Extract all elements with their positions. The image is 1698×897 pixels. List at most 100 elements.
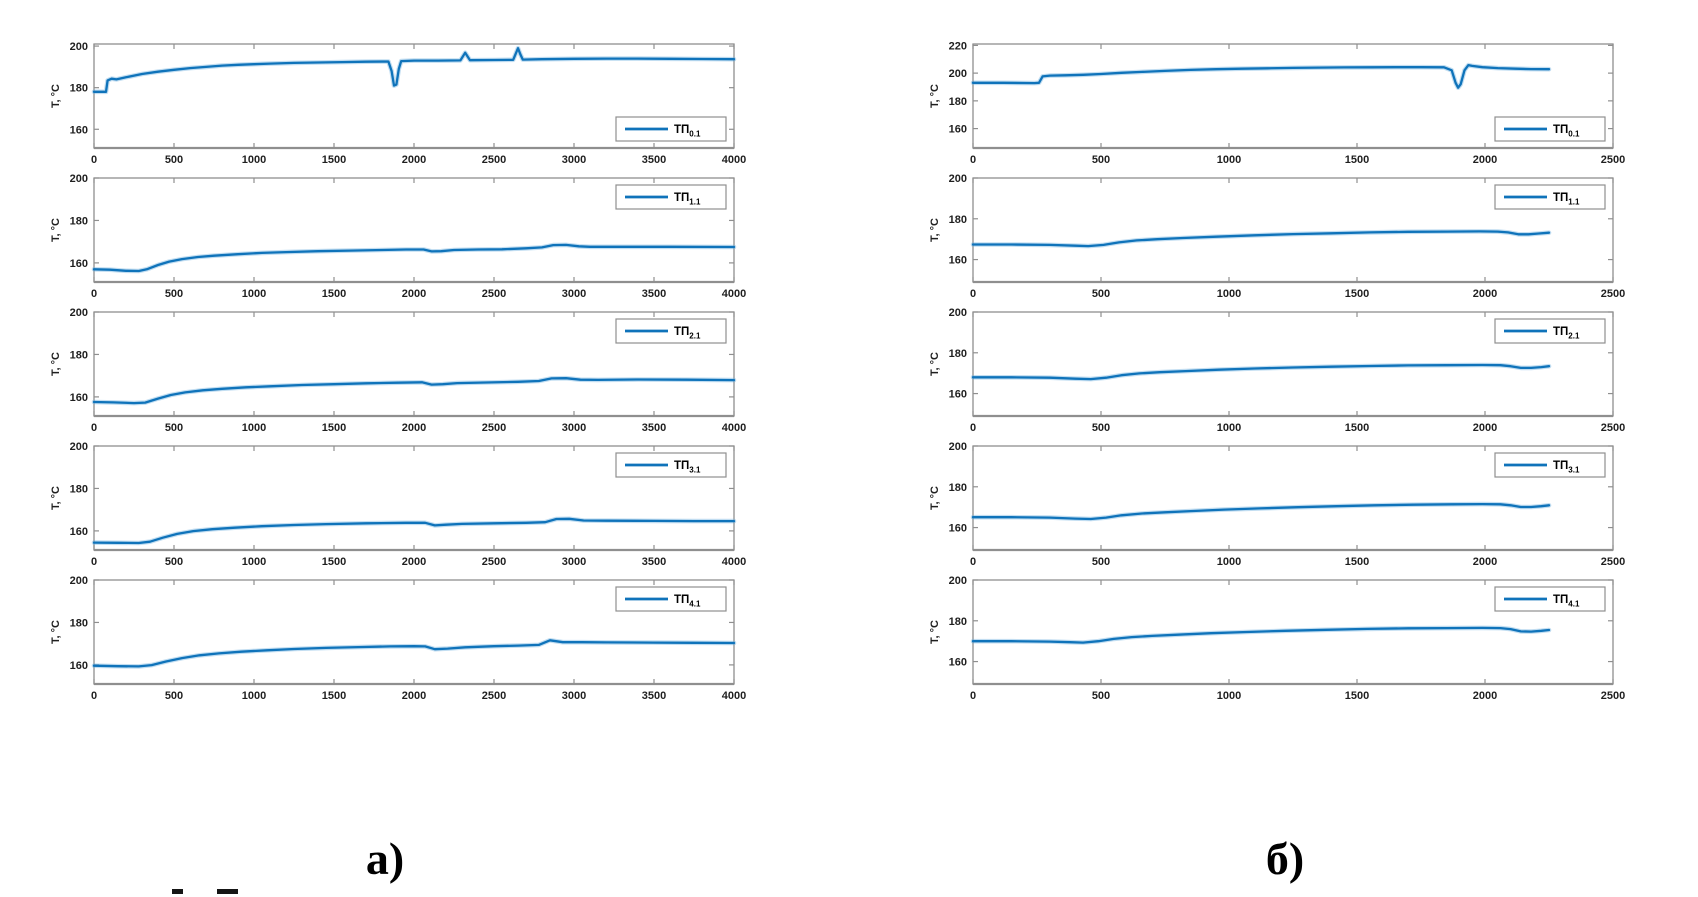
x-tick-label: 1000 [242, 556, 266, 568]
series-line [92, 639, 736, 668]
y-axis-label: T, °C [50, 218, 62, 242]
x-tick-label: 4000 [722, 154, 746, 166]
y-tick-label: 160 [949, 255, 967, 267]
cutoff-caption-fragment-1 [172, 889, 183, 894]
x-tick-label: 500 [165, 690, 183, 702]
x-tick-label: 1500 [1345, 556, 1369, 568]
x-tick-label: 2500 [1601, 690, 1625, 702]
chart-svg: 0 500 1000 1500 2000 2500 3000 3500 4000 160 180 20… [50, 307, 746, 434]
y-tick-label: 180 [70, 349, 88, 361]
y-axis-label: T, °C [929, 84, 941, 108]
x-tick-label: 1000 [1217, 422, 1241, 434]
x-tick-label: 2000 [402, 154, 426, 166]
y-axis-label: T, °C [929, 218, 941, 242]
chart-tp-4-1-b: 0 500 1000 1500 2000 2500 160 180 200 T, °C ТП4.1 [925, 574, 1625, 708]
y-tick-label: 200 [949, 441, 967, 453]
y-tick-label: 180 [949, 214, 967, 226]
y-tick-label: 160 [70, 124, 88, 136]
y-tick-label: 200 [70, 441, 88, 453]
y-tick-label: 160 [949, 389, 967, 401]
chart-tp-1-1-a: 0 500 1000 1500 2000 2500 3000 3500 4000 160 180 20… [46, 172, 746, 306]
y-tick-label: 180 [949, 482, 967, 494]
x-tick-label: 2000 [1473, 288, 1497, 300]
y-tick-label: 180 [949, 348, 967, 360]
x-tick-label: 0 [970, 556, 976, 568]
y-tick-label: 200 [949, 307, 967, 319]
chart-tp-0-1-b: 0 500 1000 1500 2000 2500 160 180 200 220 T, °C ТП0… [925, 38, 1625, 172]
x-tick-label: 4000 [722, 556, 746, 568]
y-tick-label: 160 [70, 526, 88, 538]
y-tick-label: 180 [70, 483, 88, 495]
y-tick-label: 200 [949, 575, 967, 587]
x-tick-label: 1000 [242, 422, 266, 434]
y-axis-label: T, °C [50, 352, 62, 376]
cutoff-caption-fragment-2 [217, 889, 238, 894]
y-axis-label: T, °C [50, 486, 62, 510]
x-tick-label: 2000 [1473, 690, 1497, 702]
chart-svg: 0 500 1000 1500 2000 2500 3000 3500 4000 160 180 20… [50, 441, 746, 568]
chart-svg: 0 500 1000 1500 2000 2500 3000 3500 4000 160 180 20… [50, 575, 746, 702]
y-tick-label: 200 [70, 307, 88, 319]
x-tick-label: 500 [1092, 556, 1110, 568]
x-tick-label: 0 [970, 288, 976, 300]
series-line [971, 626, 1551, 644]
x-tick-label: 500 [165, 422, 183, 434]
chart-tp-3-1-b: 0 500 1000 1500 2000 2500 160 180 200 T, °C ТП3.1 [925, 440, 1625, 574]
x-tick-label: 0 [91, 154, 97, 166]
x-tick-label: 1000 [1217, 556, 1241, 568]
y-tick-label: 160 [70, 660, 88, 672]
x-tick-label: 4000 [722, 690, 746, 702]
x-tick-label: 2500 [1601, 556, 1625, 568]
x-tick-label: 0 [970, 154, 976, 166]
x-tick-label: 1500 [322, 288, 346, 300]
chart-svg: 0 500 1000 1500 2000 2500 3000 3500 4000 160 180 20… [50, 41, 746, 166]
x-tick-label: 2500 [482, 556, 506, 568]
subfigure-a: 0 500 1000 1500 2000 2500 3000 3500 4000 160 180 20… [46, 10, 756, 708]
series-line [971, 230, 1551, 248]
x-tick-label: 2500 [1601, 154, 1625, 166]
x-tick-label: 500 [165, 288, 183, 300]
y-axis-label: T, °C [929, 352, 941, 376]
x-tick-label: 0 [91, 422, 97, 434]
x-tick-label: 3000 [562, 288, 586, 300]
x-tick-label: 1500 [1345, 154, 1369, 166]
x-tick-label: 500 [1092, 288, 1110, 300]
y-tick-label: 160 [70, 258, 88, 270]
x-tick-label: 2000 [1473, 422, 1497, 434]
y-tick-label: 180 [70, 617, 88, 629]
x-tick-label: 2000 [1473, 154, 1497, 166]
x-tick-label: 0 [970, 422, 976, 434]
y-axis-label: T, °C [929, 486, 941, 510]
series-line [971, 363, 1551, 381]
x-tick-label: 1000 [1217, 154, 1241, 166]
x-tick-label: 3500 [642, 288, 666, 300]
x-tick-label: 500 [1092, 690, 1110, 702]
y-tick-label: 160 [949, 523, 967, 535]
x-tick-label: 1500 [1345, 288, 1369, 300]
x-tick-label: 2500 [482, 288, 506, 300]
x-tick-label: 500 [1092, 154, 1110, 166]
x-tick-label: 4000 [722, 422, 746, 434]
x-tick-label: 0 [970, 690, 976, 702]
x-tick-label: 1500 [1345, 422, 1369, 434]
y-tick-label: 200 [949, 173, 967, 185]
x-tick-label: 3000 [562, 556, 586, 568]
y-tick-label: 180 [70, 215, 88, 227]
y-tick-label: 180 [949, 96, 967, 108]
x-tick-label: 2500 [1601, 288, 1625, 300]
x-tick-label: 1500 [322, 422, 346, 434]
y-axis-label: T, °C [929, 620, 941, 644]
chart-tp-3-1-a: 0 500 1000 1500 2000 2500 3000 3500 4000 160 180 20… [46, 440, 746, 574]
subfigure-label-b: б) [1265, 833, 1305, 884]
chart-tp-2-1-b: 0 500 1000 1500 2000 2500 160 180 200 T, °C ТП2.1 [925, 306, 1625, 440]
x-tick-label: 500 [165, 556, 183, 568]
x-tick-label: 1000 [1217, 288, 1241, 300]
subfigure-label-a: а) [365, 833, 405, 884]
y-tick-label: 160 [949, 657, 967, 669]
